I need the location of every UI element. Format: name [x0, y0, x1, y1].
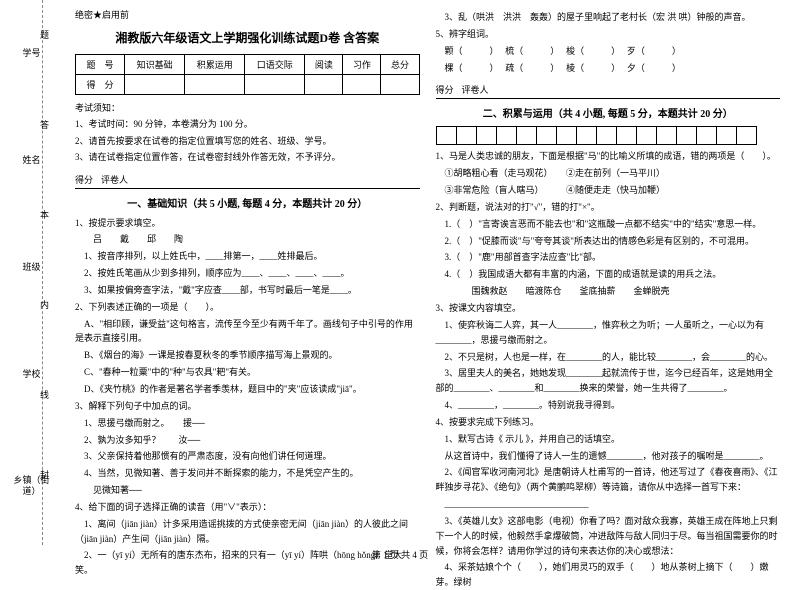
- q5r1a: 颗（ ）: [445, 46, 495, 56]
- notice-line: 1、考试时间：90 分钟，本卷满分为 100 分。: [75, 117, 420, 131]
- q3e: 见微知著──: [75, 483, 420, 498]
- q24: 4、按要求完成下列练习。: [436, 415, 781, 430]
- q3b: 2、孰为汝多知乎？ 汝──: [75, 433, 420, 448]
- marker-label: 评卷人: [462, 83, 489, 96]
- th-basic: 知识基础: [125, 55, 185, 75]
- q1d: 3、如果按偏旁查字法，"戴"字应查____部，书写时最后一笔是____。: [75, 283, 420, 298]
- score-marker-line-2: 得分 评卷人: [436, 81, 781, 99]
- q22d: 4.（ ）我国成语大都有丰富的内涵，下面的成语就是读的用兵之法。: [436, 267, 781, 282]
- q2d: D、《夹竹桃》的作者是著名学者季羡林，题目中的"夹"应该读成"jiā"。: [75, 382, 420, 397]
- score-label: 得分: [75, 173, 93, 186]
- q23d: 4、________，________。特别说我寻得到。: [436, 398, 781, 413]
- q21: 1、马是人类忠诚的朋友，下面是根据"马"的比喻义所填的成语，错的两项是（ ）。: [436, 149, 781, 164]
- seal-char-4: 内: [38, 300, 51, 309]
- q23c: 3、居里夫人的美名，她她发现________起就流传于世，迄今已经百年，这是她用…: [436, 366, 781, 396]
- q5-row1: 颗（ ） 梳（ ） 梭（ ） 歹（ ）: [436, 44, 781, 59]
- th-oral: 口语交际: [245, 55, 305, 75]
- marker-label: 评卷人: [101, 173, 128, 186]
- notice-line: 3、请在试卷指定位置作答，在试卷密封线外作答无效，不予评分。: [75, 150, 420, 164]
- q5r1d: 歹（ ）: [627, 46, 681, 56]
- char-grid: [436, 126, 757, 145]
- q4c: 3、乱（哄洪 洪洪 轰轰）的屋子里响起了老村长（宏 洪 哄）钟般的声音。: [436, 10, 781, 25]
- section-2-title: 二、积累与运用（共 4 小题, 每题 5 分，本题共计 20 分）: [436, 105, 781, 120]
- section-1-title: 一、基础知识（共 5 小题, 每题 4 分，本题共计 20 分）: [75, 195, 420, 210]
- q5: 5、辨字组词。: [436, 27, 781, 42]
- seal-char-3: 本: [38, 210, 51, 219]
- page-footer: 第 1 页 共 4 页: [0, 548, 800, 561]
- q5r2b: 疏（ ）: [505, 63, 555, 73]
- td-score: 得 分: [76, 75, 125, 95]
- score-table: 题 号 知识基础 积累运用 口语交际 阅读 习作 总分 得 分: [75, 54, 420, 95]
- q3a: 1、思援弓缴而射之。 援──: [75, 416, 420, 431]
- td-blank: [343, 75, 381, 95]
- th-num: 题 号: [76, 55, 125, 75]
- q21b: ③非常危险（盲人瞎马） ④随便走走（快马加鞭）: [436, 183, 781, 198]
- label-class: 班级: [8, 262, 55, 273]
- q3c: 3、父亲保持着他那惯有的严肃态度，没有向他们讲任何道理。: [75, 449, 420, 464]
- q23a: 1、使弈秋诲二人弈，其一人________，惟弈秋之为听；一人虽听之，一心以为有…: [436, 318, 781, 348]
- q21a: ①胡略粗心看（走马观花） ②走在前列（一马平川）: [436, 166, 781, 181]
- q1: 1、按提示要求填空。: [75, 216, 420, 231]
- td-blank: [245, 75, 305, 95]
- q1b: 1、按音序排列，以上姓氏中，____排第一，____姓排最后。: [75, 249, 420, 264]
- q5r2d: 夕（ ）: [627, 63, 681, 73]
- td-blank: [125, 75, 185, 95]
- q5r1c: 梭（ ）: [566, 46, 616, 56]
- q23: 3、按课文内容填空。: [436, 301, 781, 316]
- exam-title: 湘教版六年级语文上学期强化训练试题D卷 含答案: [75, 29, 420, 46]
- notice-line: 2、请首先按要求在试卷的指定位置填写您的姓名、班级、学号。: [75, 134, 420, 148]
- score-label: 得分: [436, 83, 454, 96]
- th-write: 习作: [343, 55, 381, 75]
- notice-block: 考试须知： 1、考试时间：90 分钟，本卷满分为 100 分。 2、请首先按要求…: [75, 101, 420, 165]
- seal-char-5: 线: [38, 390, 51, 399]
- q3: 3、解释下列句子中加点的词。: [75, 399, 420, 414]
- th-accum: 积累运用: [185, 55, 245, 75]
- q5r2a: 棵（ ）: [445, 63, 495, 73]
- q22a: 1.（ ）"言寄诶言恶而不能去也"和"这瓶酸一点都不结实"中的"结实"意思一样。: [436, 217, 781, 232]
- q23b: 2、不只是树，人也是一样，在________的人，能比较________，会__…: [436, 350, 781, 365]
- q22b: 2.（ ）"促膝而谈"与"夸夸其谈"所表达出的情感色彩是有区别的，不可混用。: [436, 234, 781, 249]
- q2: 2、下列表述正确的一项是（ ）。: [75, 300, 420, 315]
- td-blank: [305, 75, 343, 95]
- th-read: 阅读: [305, 55, 343, 75]
- q24a: 1、默写古诗《 示儿 》，并用自己的话填空。: [436, 432, 781, 447]
- notice-heading: 考试须知：: [75, 101, 420, 115]
- q22c: 3.（ ）"鹿"用部首查字法应查"比"部。: [436, 250, 781, 265]
- q1a: 吕 戴 邱 陶: [75, 232, 420, 247]
- score-marker-line: 得分 评卷人: [75, 171, 420, 189]
- seal-char-2: 答: [38, 120, 51, 129]
- label-name: 姓名: [8, 155, 55, 166]
- q4a: 1、离间（jiān jiàn）计多采用造谣挑拨的方式使亲密无间（jiān jià…: [75, 517, 420, 547]
- q24c: 2、《闻官军收河南河北》是唐朝诗人杜甫写的一首诗，他还写过了《春夜喜雨》、《江畔…: [436, 465, 781, 495]
- q5-row2: 棵（ ） 疏（ ） 棱（ ） 夕（ ）: [436, 61, 781, 76]
- th-total: 总分: [381, 55, 419, 75]
- margin-column: 学号 姓名 班级 学校 乡镇（街道） 题 答 本 内 线 封: [0, 0, 55, 545]
- q22e: 围魏救赵 暗渡陈仓 釜底抽薪 金蝉脱壳: [436, 284, 781, 299]
- q5r1b: 梳（ ）: [505, 46, 555, 56]
- q24d: ________________________________: [436, 497, 781, 512]
- q1c: 2、按姓氏笔画从少到多排列，顺序应为____、____、____、____。: [75, 266, 420, 281]
- label-school: 学校: [8, 369, 55, 380]
- secret-note: 绝密★启用前: [75, 8, 420, 21]
- q5r2c: 棱（ ）: [566, 63, 616, 73]
- td-blank: [381, 75, 419, 95]
- q2a: A、"相印顾，谦受益"这句格言，流传至今至少有两千年了。画线句子中引号的作用是表…: [75, 317, 420, 347]
- td-blank: [185, 75, 245, 95]
- q4: 4、给下面的词子选择正确的读音（用"∨"表示）：: [75, 500, 420, 515]
- table-row: 题 号 知识基础 积累运用 口语交际 阅读 习作 总分: [76, 55, 420, 75]
- q2b: B、《烟台的海》一课是按春夏秋冬的季节顺序描写海上景观的。: [75, 348, 420, 363]
- seal-char-6: 封: [38, 470, 51, 479]
- seal-char-1: 题: [38, 30, 51, 39]
- left-column: 绝密★启用前 湘教版六年级语文上学期强化训练试题D卷 含答案 题 号 知识基础 …: [67, 8, 428, 537]
- q24b: 从这首诗中，我们懂得了诗人一生的遗憾________，他对孩子的嘱咐是_____…: [436, 449, 781, 464]
- content-area: 绝密★启用前 湘教版六年级语文上学期强化训练试题D卷 含答案 题 号 知识基础 …: [55, 0, 800, 545]
- q3d: 4、当然，见微知著、善于发问并不断探索的能力，不是凭空产生的。: [75, 466, 420, 481]
- q22: 2、判断题，说法对的打"√"，错的打"×"。: [436, 200, 781, 215]
- table-row: 得 分: [76, 75, 420, 95]
- margin-labels: 学号 姓名 班级 学校 乡镇（街道）: [8, 0, 55, 545]
- label-student-id: 学号: [8, 48, 55, 59]
- q2c: C、"春种一粒粟"中的"种"与农具"耙"有关。: [75, 365, 420, 380]
- right-column: 3、乱（哄洪 洪洪 轰轰）的屋子里响起了老村长（宏 洪 哄）钟般的声音。 5、辨…: [428, 8, 789, 537]
